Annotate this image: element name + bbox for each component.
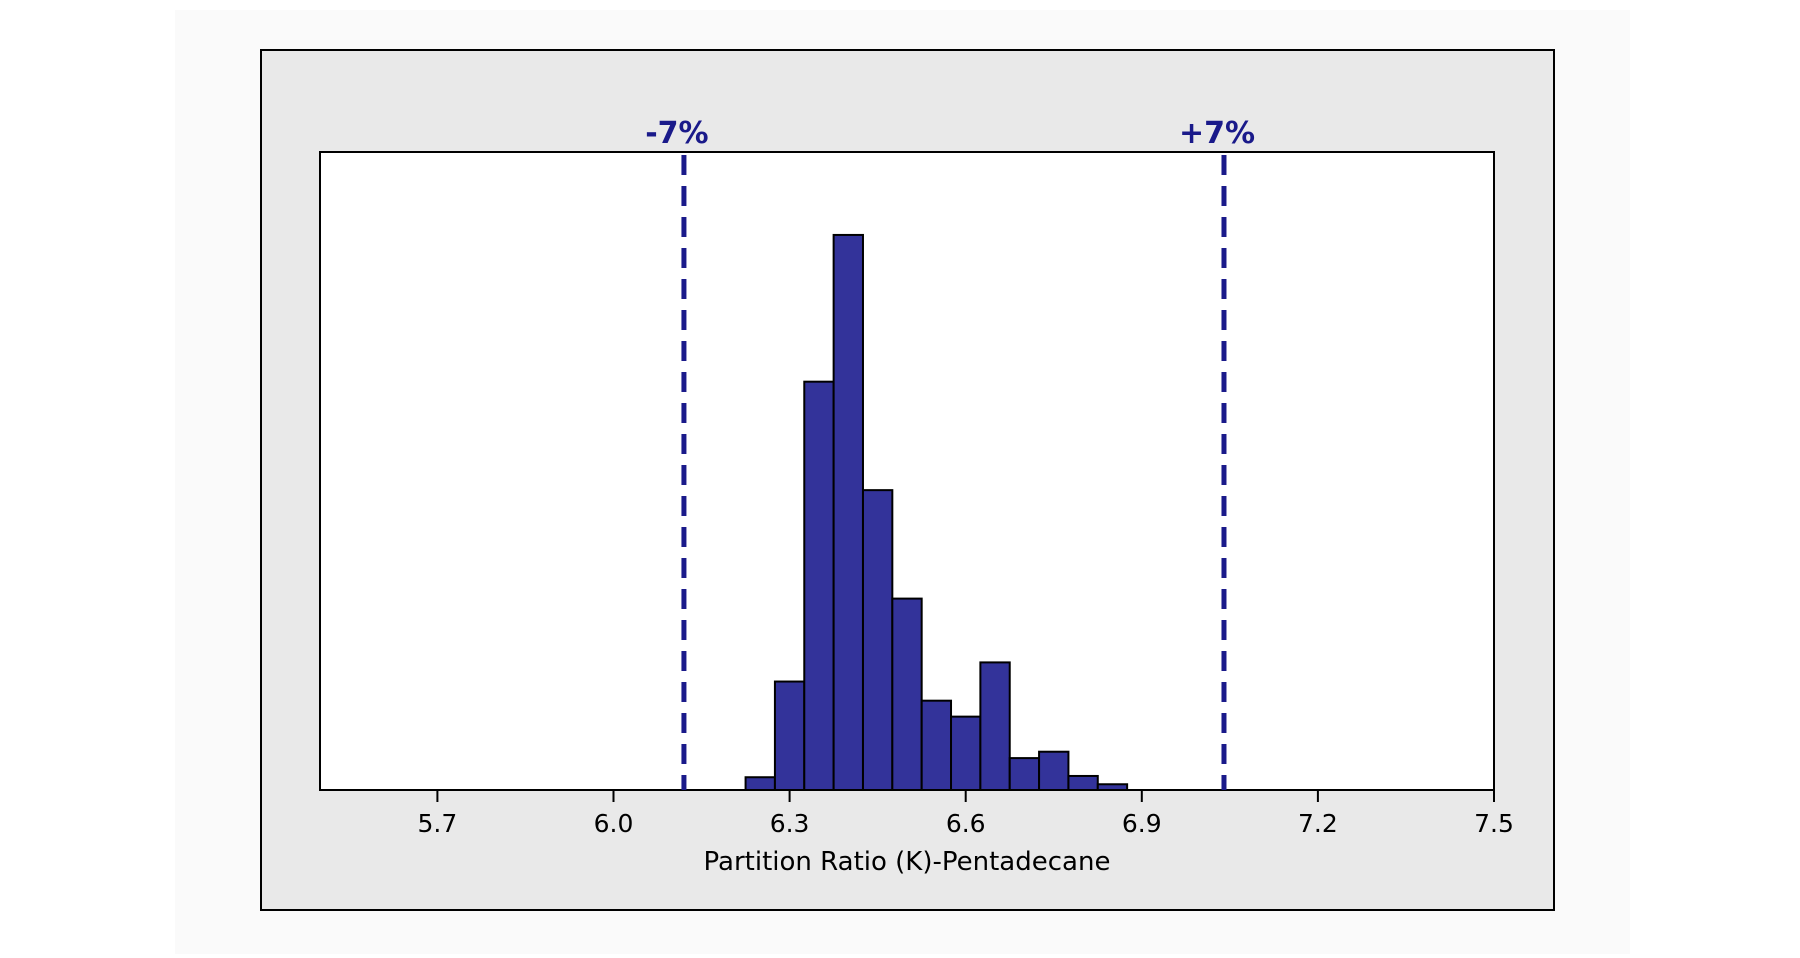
histogram-bar [979,661,1011,792]
histogram-bar [950,715,982,792]
reference-line-label: +7% [1179,116,1255,151]
x-tick-label: 7.2 [1298,809,1338,838]
histogram-bar [1038,750,1070,791]
x-axis-label: Partition Ratio (K)-Pentadecane [704,847,1111,877]
x-tick-label: 6.9 [1122,809,1162,838]
histogram-bar [1067,774,1099,791]
histogram-bar [832,233,864,791]
histogram-bar [773,680,806,791]
histogram-bar [920,699,953,791]
reference-line-label: -7% [645,116,708,151]
reference-lines-group: -7% +7% [645,116,1255,790]
histogram-bar [1008,757,1041,791]
histogram-bar [861,489,894,791]
histogram-bar [744,776,776,791]
histogram-bar [891,597,923,791]
histogram-bar [803,380,835,791]
x-tick-label: 6.0 [594,809,634,838]
histogram-bar [1096,783,1129,791]
x-tick-label: 5.7 [418,809,458,838]
bars-group [744,233,1129,792]
x-tick-label: 6.3 [770,809,810,838]
x-ticks-group: 5.7 6.0 6.3 6.6 6.9 7.2 7.5 [418,790,1514,838]
x-tick-label: 7.5 [1474,809,1514,838]
x-tick-label: 6.6 [946,809,986,838]
